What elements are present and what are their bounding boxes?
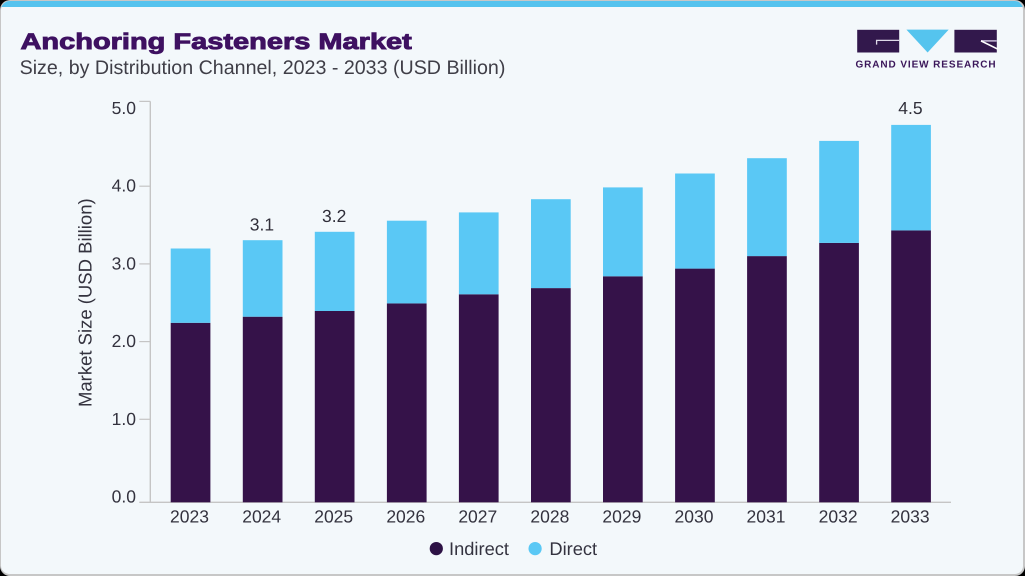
svg-text:3.0: 3.0: [112, 253, 137, 273]
svg-text:Size, by Distribution Channel,: Size, by Distribution Channel, 2023 - 20…: [20, 57, 506, 79]
svg-text:GRAND VIEW RESEARCH: GRAND VIEW RESEARCH: [856, 59, 997, 70]
svg-text:Direct: Direct: [549, 538, 597, 559]
svg-text:2031: 2031: [747, 506, 786, 526]
svg-text:2028: 2028: [530, 506, 569, 526]
svg-text:0.0: 0.0: [112, 487, 137, 507]
svg-text:2029: 2029: [602, 506, 641, 526]
svg-text:2032: 2032: [819, 506, 858, 526]
svg-text:2.0: 2.0: [112, 331, 137, 351]
svg-text:2024: 2024: [242, 506, 281, 526]
svg-text:3.1: 3.1: [250, 215, 274, 235]
svg-text:4.0: 4.0: [112, 176, 137, 196]
svg-text:1.0: 1.0: [112, 409, 137, 429]
svg-text:2033: 2033: [891, 506, 930, 526]
svg-text:3.2: 3.2: [322, 206, 346, 226]
svg-text:2023: 2023: [170, 506, 209, 526]
svg-text:4.5: 4.5: [898, 98, 922, 118]
svg-text:Anchoring Fasteners Market: Anchoring Fasteners Market: [21, 29, 413, 54]
svg-text:2027: 2027: [458, 506, 497, 526]
svg-text:Market Size (USD Billion): Market Size (USD Billion): [75, 198, 96, 407]
svg-text:2030: 2030: [675, 506, 714, 526]
svg-text:2026: 2026: [386, 506, 425, 526]
svg-text:5.0: 5.0: [112, 98, 137, 118]
svg-text:Indirect: Indirect: [449, 538, 509, 559]
svg-text:2025: 2025: [314, 506, 353, 526]
